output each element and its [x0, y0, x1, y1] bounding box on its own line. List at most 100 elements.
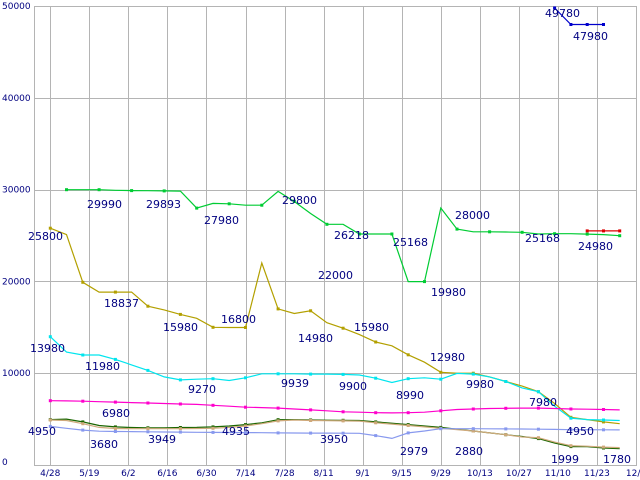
- x-tick-label: 7/14: [235, 469, 255, 479]
- point-value-label: 49780: [545, 7, 580, 20]
- data-point-marker: [309, 431, 313, 435]
- point-value-label: 26218: [334, 229, 369, 242]
- data-point-marker: [309, 309, 313, 313]
- point-value-label: 6980: [102, 407, 130, 420]
- point-value-label: 25168: [525, 232, 560, 245]
- data-point-marker: [276, 419, 280, 423]
- point-value-label: 25168: [393, 236, 428, 249]
- data-point-marker: [504, 380, 508, 383]
- data-point-marker: [65, 188, 68, 192]
- data-point-marker: [244, 424, 247, 428]
- data-point-marker: [309, 408, 313, 412]
- data-point-marker: [244, 431, 247, 435]
- data-point-marker: [439, 427, 443, 431]
- data-point-marker: [113, 290, 117, 294]
- data-point-marker: [618, 229, 622, 233]
- data-point-marker: [276, 372, 280, 376]
- data-point-marker: [569, 428, 573, 432]
- x-tick-label: 10/13: [467, 469, 493, 479]
- data-point-marker: [536, 406, 540, 410]
- data-point-marker: [341, 419, 345, 423]
- plot-border: [34, 6, 637, 466]
- data-point-marker: [146, 304, 150, 308]
- x-tick-label: 9/29: [431, 469, 451, 479]
- series-olive: [48, 226, 620, 425]
- data-point-marker: [48, 424, 52, 428]
- data-point-marker: [553, 232, 557, 236]
- data-point-marker: [602, 408, 605, 411]
- series-line-olive: [50, 227, 620, 425]
- x-tick-label: 6/2: [121, 469, 135, 479]
- data-point-marker: [602, 418, 605, 422]
- point-value-label: 2979: [400, 445, 428, 458]
- point-value-label: 3680: [90, 438, 118, 451]
- data-point-marker: [439, 409, 443, 413]
- data-point-marker: [406, 377, 410, 381]
- data-point-marker: [178, 427, 182, 431]
- data-point-marker: [602, 445, 605, 449]
- data-point-marker: [146, 427, 150, 431]
- point-value-label: 7980: [529, 396, 557, 409]
- data-point-marker: [178, 402, 182, 406]
- data-point-marker: [471, 429, 475, 433]
- y-tick-label: 50000: [2, 2, 31, 12]
- data-point-marker: [585, 23, 589, 26]
- data-point-marker: [341, 372, 345, 376]
- data-point-marker: [585, 232, 589, 236]
- x-axis-tick-labels: 4/28 5/19 6/2 6/16 6/30 7/14 7/28 8/11 9/1 9/15 9/…: [40, 469, 640, 479]
- x-tick-label: 5/19: [79, 469, 99, 479]
- data-point-marker: [195, 206, 199, 210]
- data-point-marker: [81, 353, 85, 357]
- data-point-marker: [146, 401, 150, 405]
- data-point-marker: [113, 430, 117, 433]
- point-value-label: 9900: [339, 380, 367, 393]
- point-value-label: 14980: [298, 332, 333, 345]
- x-tick-label: 8/11: [314, 469, 334, 479]
- point-value-label: 3949: [148, 433, 176, 446]
- data-point-marker: [374, 411, 378, 415]
- x-tick-label: 4/28: [40, 469, 60, 479]
- point-value-label: 29800: [282, 194, 317, 207]
- data-point-marker: [97, 188, 101, 192]
- point-value-label: 28000: [455, 209, 490, 222]
- data-point-marker: [341, 431, 345, 435]
- data-point-marker: [178, 312, 182, 316]
- x-tick-label: 9/15: [392, 469, 412, 479]
- series-line-cyan: [49, 336, 620, 422]
- series-line-tan: [50, 419, 620, 449]
- data-point-marker: [357, 232, 361, 236]
- data-point-marker: [504, 427, 508, 431]
- data-point-marker: [292, 200, 296, 203]
- data-point-marker: [341, 410, 345, 414]
- data-point-marker: [569, 416, 573, 420]
- series-blue-top: [553, 6, 605, 26]
- data-point-marker: [504, 406, 508, 410]
- data-point-marker: [406, 353, 410, 357]
- y-tick-label: 20000: [2, 277, 31, 287]
- data-point-marker: [48, 399, 52, 403]
- data-point-marker: [48, 226, 52, 230]
- data-point-marker: [130, 189, 134, 193]
- point-value-label: 29990: [87, 198, 122, 211]
- point-value-label: 29893: [146, 198, 181, 211]
- data-point-marker: [244, 376, 247, 380]
- data-point-marker: [211, 403, 215, 407]
- point-value-label: 9939: [281, 377, 309, 390]
- data-point-marker: [569, 23, 573, 26]
- x-tick-label: 9/1: [355, 469, 369, 479]
- data-point-marker: [146, 430, 150, 434]
- data-point-marker: [276, 406, 280, 410]
- series-light-blue: [48, 424, 620, 440]
- point-value-label: 18837: [104, 297, 139, 310]
- data-point-marker: [471, 407, 475, 411]
- point-value-label: 1780: [603, 453, 631, 466]
- data-point-marker: [244, 405, 247, 409]
- point-value-label: 4950: [28, 425, 56, 438]
- data-point-marker: [536, 436, 540, 440]
- point-value-label: 47980: [573, 30, 608, 43]
- series-line-light-blue: [50, 425, 620, 440]
- data-point-marker: [569, 444, 573, 448]
- x-tick-label: 10/27: [506, 469, 532, 479]
- data-point-marker: [406, 431, 410, 435]
